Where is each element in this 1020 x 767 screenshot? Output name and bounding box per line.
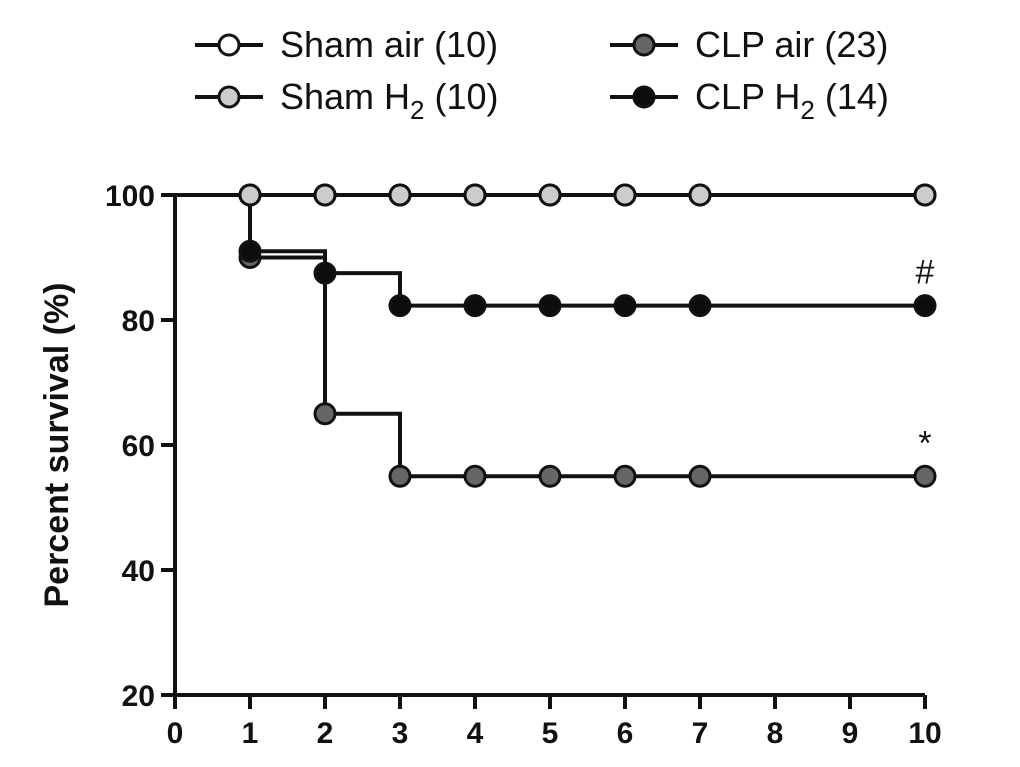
legend-label: Sham air (10) xyxy=(280,24,498,65)
legend-label: CLP H2 (14) xyxy=(695,76,889,125)
y-tick-label: 60 xyxy=(122,430,155,463)
legend-label: CLP air (23) xyxy=(695,24,888,65)
legend-marker xyxy=(632,33,656,57)
legend-label: Sham H2 (10) xyxy=(280,76,499,125)
x-tick-label: 6 xyxy=(617,717,634,750)
x-tick-label: 10 xyxy=(908,717,941,750)
data-point xyxy=(463,183,487,207)
data-point xyxy=(538,294,562,318)
legend-item: Sham air (10) xyxy=(195,24,498,65)
data-point xyxy=(538,183,562,207)
data-point xyxy=(313,261,337,285)
legend-item: Sham H2 (10) xyxy=(195,76,499,125)
y-tick-label: 80 xyxy=(122,305,155,338)
data-point xyxy=(463,294,487,318)
x-tick-label: 3 xyxy=(392,717,409,750)
legend-marker xyxy=(632,85,656,109)
y-axis-title: Percent survival (%) xyxy=(38,282,76,607)
data-point xyxy=(313,183,337,207)
data-point xyxy=(388,183,412,207)
legend: Sham air (10) Sham H2 (10) CLP air (23) CLP… xyxy=(195,24,889,125)
x-tick-label: 1 xyxy=(242,717,259,750)
legend-marker xyxy=(217,33,241,57)
annotations: #* xyxy=(916,254,935,463)
x-tick-label: 4 xyxy=(467,717,484,750)
axes: 20 40 60 80 100 0 1 2 3 4 5 6 7 8 9 10 xyxy=(105,180,942,750)
data-point xyxy=(463,464,487,488)
x-tick-label: 8 xyxy=(767,717,784,750)
x-tick-label: 7 xyxy=(692,717,709,750)
data-point xyxy=(688,183,712,207)
x-tick-label: 0 xyxy=(167,717,184,750)
data-point xyxy=(538,464,562,488)
x-tick-label: 9 xyxy=(842,717,859,750)
significance-marker: * xyxy=(918,424,931,462)
y-tick-label: 20 xyxy=(122,680,155,713)
data-point xyxy=(613,464,637,488)
data-point xyxy=(688,464,712,488)
y-tick-label: 100 xyxy=(105,180,155,213)
data-point xyxy=(388,294,412,318)
data-point xyxy=(613,294,637,318)
data-point xyxy=(913,294,937,318)
legend-item: CLP H2 (14) xyxy=(610,76,889,125)
data-point xyxy=(913,464,937,488)
legend-item: CLP air (23) xyxy=(610,24,888,65)
x-tick-label: 2 xyxy=(317,717,334,750)
series-layer xyxy=(175,183,937,488)
series-line-3 xyxy=(175,193,925,308)
data-point xyxy=(388,464,412,488)
series-line-2 xyxy=(175,193,925,479)
significance-marker: # xyxy=(916,254,935,292)
x-tick-label: 5 xyxy=(542,717,559,750)
data-point xyxy=(313,402,337,426)
data-point xyxy=(688,294,712,318)
legend-marker xyxy=(217,85,241,109)
data-point xyxy=(238,239,262,263)
y-tick-label: 40 xyxy=(122,555,155,588)
data-point xyxy=(913,183,937,207)
data-point xyxy=(238,183,262,207)
data-point xyxy=(613,183,637,207)
